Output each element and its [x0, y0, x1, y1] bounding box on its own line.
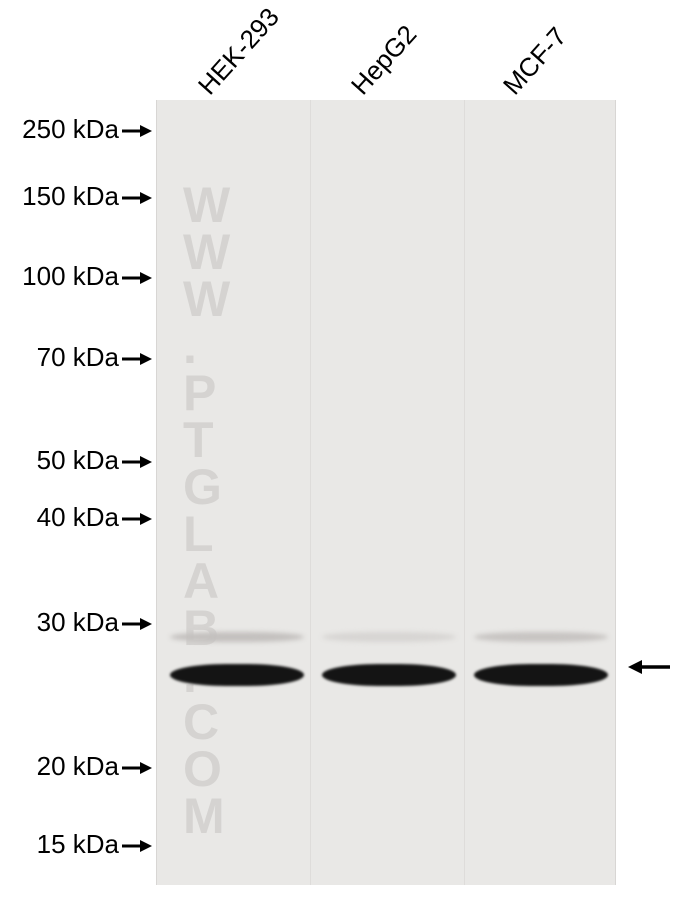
faint-band: [474, 632, 608, 642]
lane-separator: [310, 100, 311, 885]
lane-separator: [464, 100, 465, 885]
mw-marker-text: 100 kDa: [22, 261, 119, 291]
arrow-right-icon: [121, 342, 152, 373]
mw-marker-label: 100 kDa: [22, 261, 152, 292]
arrow-right-icon: [121, 607, 152, 638]
mw-marker-label: 70 kDa: [37, 342, 152, 373]
mw-marker-label: 15 kDa: [37, 829, 152, 860]
faint-band: [322, 632, 456, 642]
target-band: [322, 664, 456, 686]
arrow-right-icon: [121, 502, 152, 533]
mw-marker-label: 40 kDa: [37, 502, 152, 533]
arrow-right-icon: [121, 114, 152, 145]
lane-label: HepG2: [345, 19, 423, 101]
mw-marker-text: 50 kDa: [37, 445, 119, 475]
mw-marker-text: 40 kDa: [37, 502, 119, 532]
arrow-right-icon: [121, 261, 152, 292]
arrow-right-icon: [121, 181, 152, 212]
target-band-arrow: [628, 652, 672, 688]
faint-band: [170, 632, 304, 642]
arrow-right-icon: [121, 751, 152, 782]
mw-marker-label: 20 kDa: [37, 751, 152, 782]
mw-marker-label: 150 kDa: [22, 181, 152, 212]
lane-label: HEK-293: [192, 2, 286, 101]
arrow-right-icon: [121, 829, 152, 860]
mw-marker-text: 30 kDa: [37, 607, 119, 637]
lane-label: MCF-7: [497, 21, 573, 101]
mw-marker-label: 50 kDa: [37, 445, 152, 476]
target-band: [170, 664, 304, 686]
mw-marker-text: 150 kDa: [22, 181, 119, 211]
mw-marker-text: 70 kDa: [37, 342, 119, 372]
mw-marker-text: 250 kDa: [22, 114, 119, 144]
mw-marker-label: 30 kDa: [37, 607, 152, 638]
target-band: [474, 664, 608, 686]
blot-membrane: [156, 100, 616, 885]
mw-marker-label: 250 kDa: [22, 114, 152, 145]
mw-marker-text: 20 kDa: [37, 751, 119, 781]
blot-figure: WWW.PTGLAB.COM HEK-293HepG2MCF-7 250 kDa…: [0, 0, 680, 903]
mw-marker-text: 15 kDa: [37, 829, 119, 859]
arrow-right-icon: [121, 445, 152, 476]
